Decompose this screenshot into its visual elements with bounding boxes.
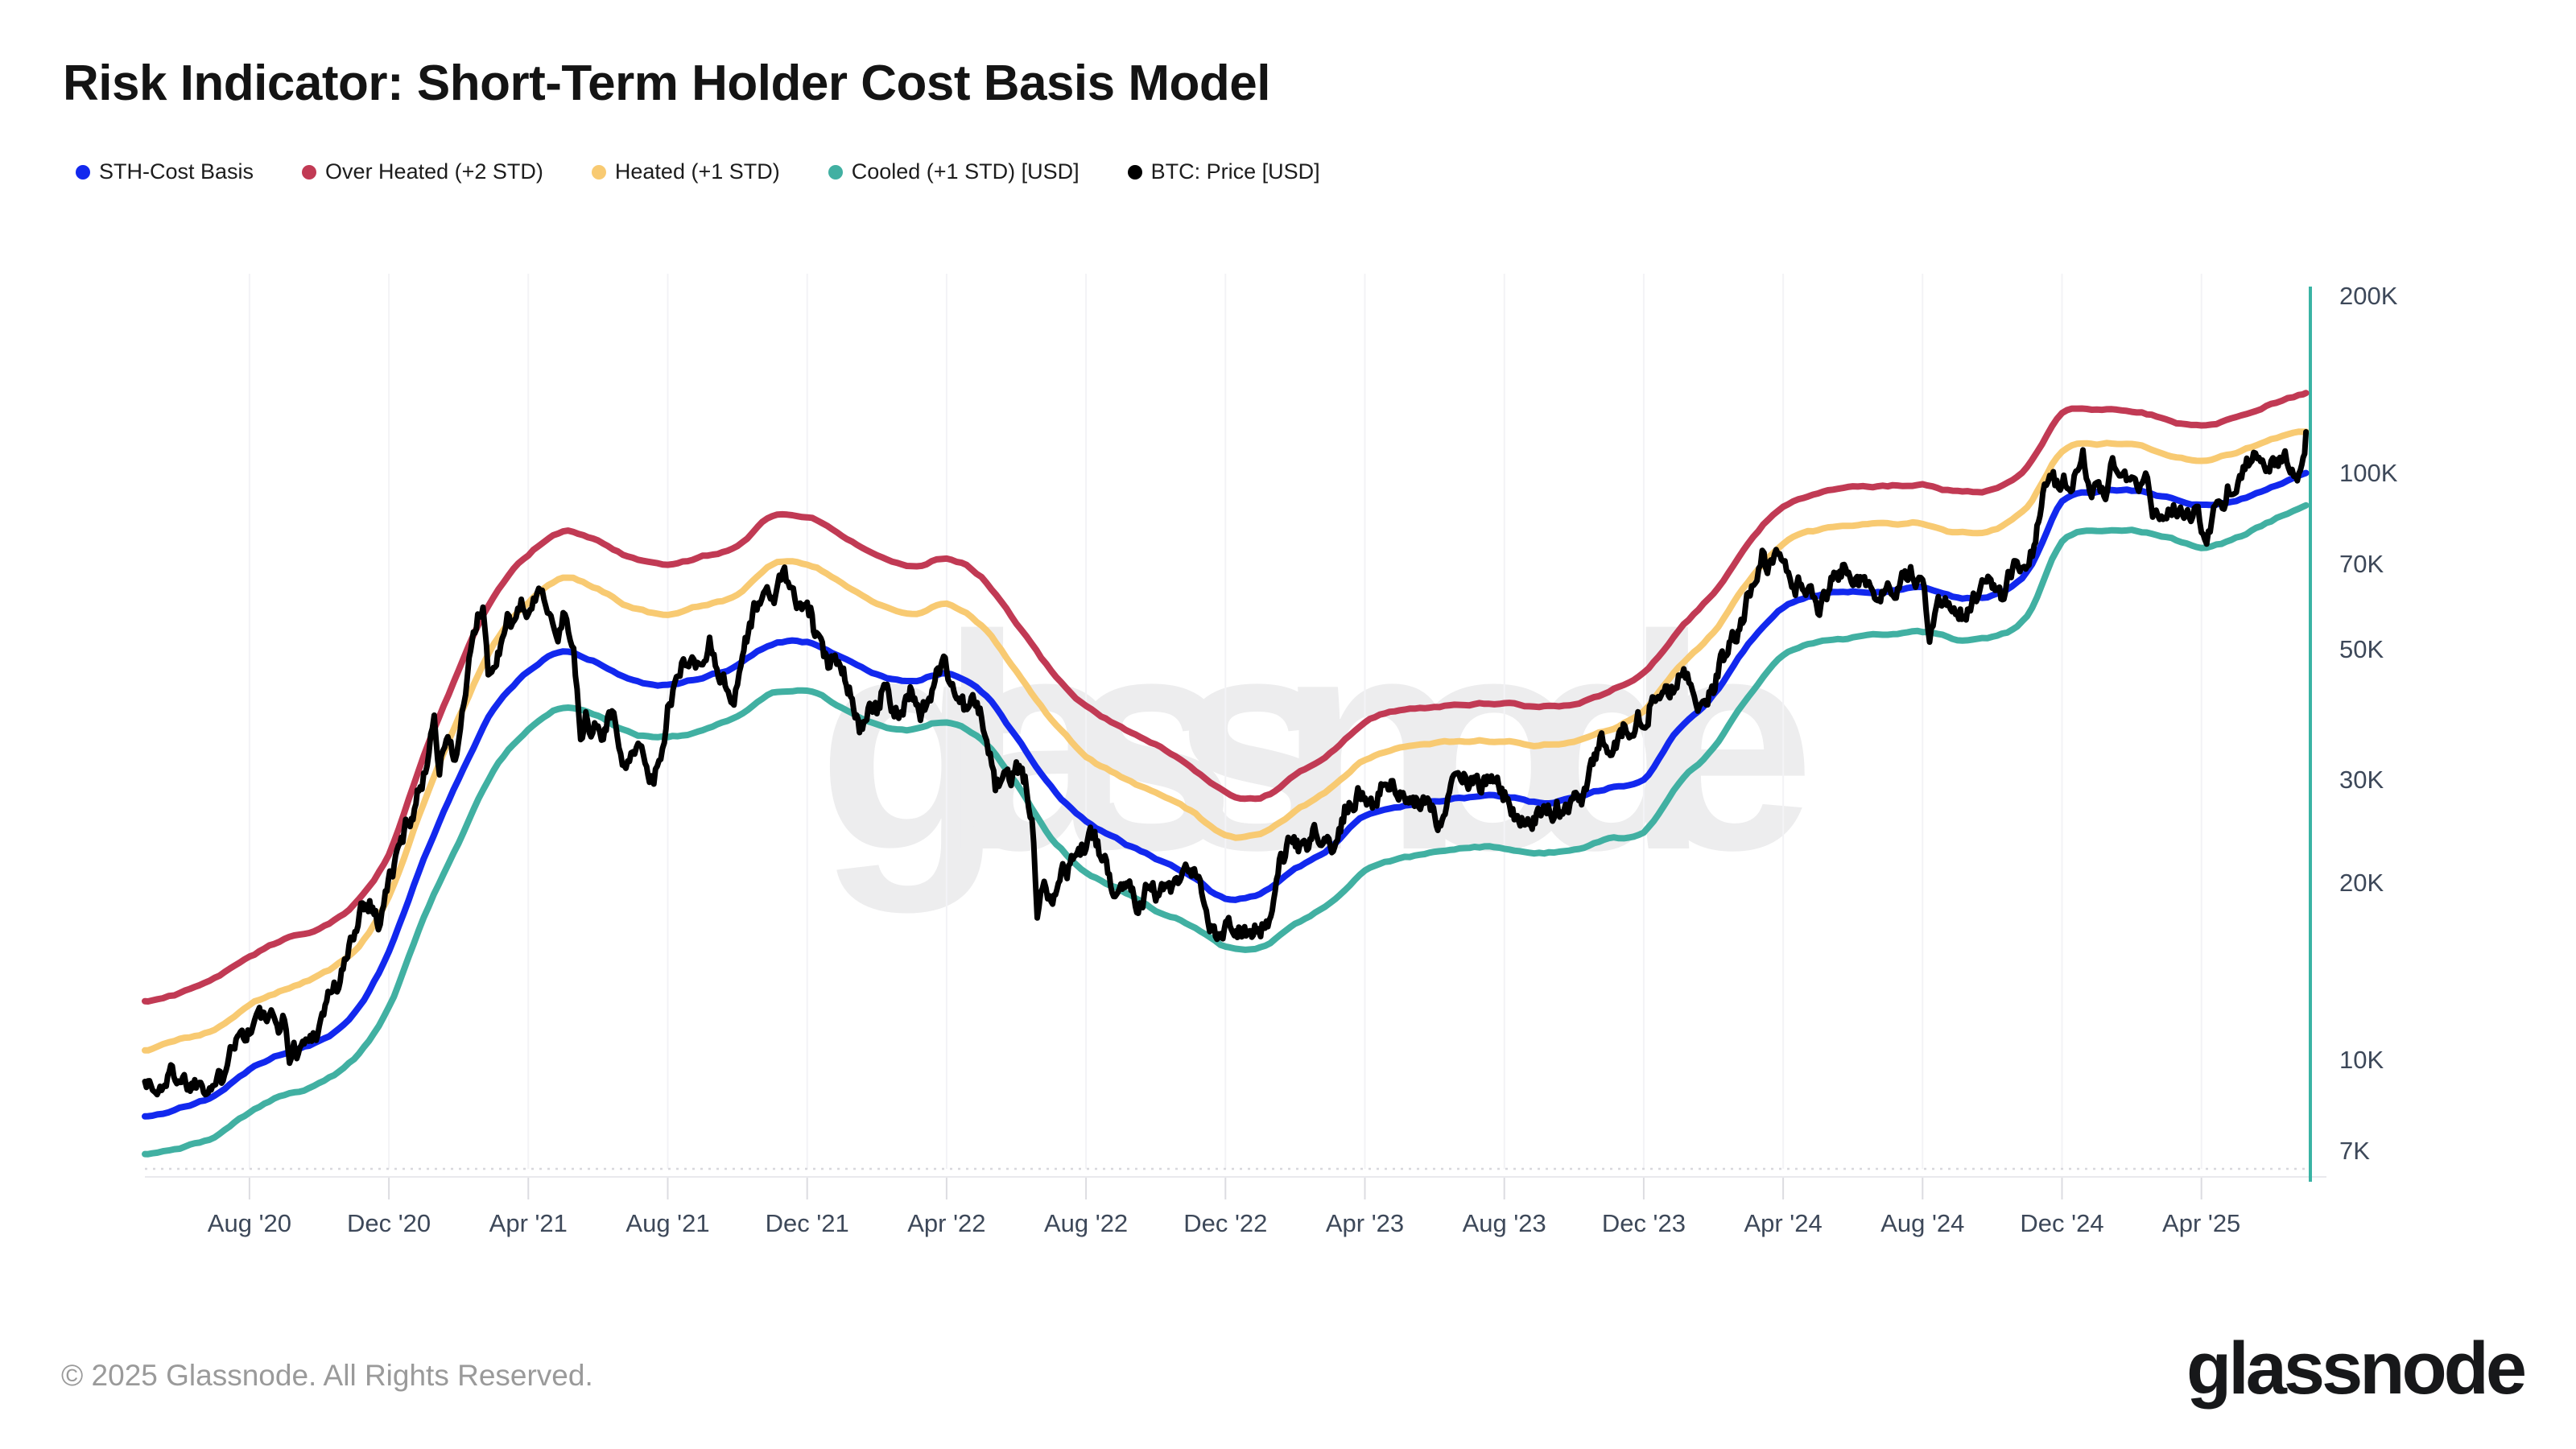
legend-item-label: Over Heated (+2 STD) bbox=[325, 159, 543, 184]
legend-item-label: Heated (+1 STD) bbox=[614, 159, 780, 184]
legend-item-cooled[interactable]: Cooled (+1 STD) [USD] bbox=[828, 159, 1080, 184]
x-tick-label: Dec '23 bbox=[1601, 1209, 1686, 1237]
x-tick-label: Apr '21 bbox=[489, 1209, 568, 1237]
legend-item-over-heated[interactable]: Over Heated (+2 STD) bbox=[302, 159, 543, 184]
x-tick-label: Aug '23 bbox=[1462, 1209, 1546, 1237]
x-tick-label: Dec '24 bbox=[2020, 1209, 2104, 1237]
x-tick-label: Apr '25 bbox=[2162, 1209, 2241, 1237]
y-tick-label: 20K bbox=[2339, 869, 2384, 898]
legend-dot-icon bbox=[1127, 164, 1142, 180]
page-title: Risk Indicator: Short-Term Holder Cost B… bbox=[63, 56, 1270, 111]
y-tick-label: 7K bbox=[2339, 1136, 2370, 1165]
legend-dot-icon bbox=[828, 164, 843, 180]
legend-item-label: Cooled (+1 STD) [USD] bbox=[851, 159, 1080, 184]
series-line-over-heated-2-std bbox=[142, 390, 2310, 1005]
x-tick-label: Aug '21 bbox=[625, 1209, 710, 1237]
y-tick-label: 70K bbox=[2339, 549, 2384, 578]
legend-item-btc-price[interactable]: BTC: Price [USD] bbox=[1127, 159, 1320, 184]
legend-dot-icon bbox=[591, 164, 606, 180]
x-tick-label: Apr '24 bbox=[1744, 1209, 1823, 1237]
glassnode-logo: glassnode bbox=[2186, 1327, 2527, 1410]
x-tick-label: Aug '22 bbox=[1044, 1209, 1129, 1237]
x-tick-label: Apr '22 bbox=[907, 1209, 986, 1237]
x-tick-label: Aug '24 bbox=[1880, 1209, 1965, 1237]
y-tick-label: 200K bbox=[2339, 281, 2398, 310]
legend-item-heated[interactable]: Heated (+1 STD) bbox=[591, 159, 780, 184]
y-tick-label: 50K bbox=[2339, 635, 2384, 664]
y-tick-label: 10K bbox=[2339, 1045, 2384, 1074]
series-line-cooled-1-std-usd bbox=[142, 502, 2310, 1158]
series-line-btc-price-usd bbox=[142, 429, 2310, 1098]
legend-item-label: STH-Cost Basis bbox=[99, 159, 254, 184]
legend-item-label: BTC: Price [USD] bbox=[1150, 159, 1320, 184]
chart-legend: STH-Cost Basis Over Heated (+2 STD) Heated… bbox=[76, 159, 1320, 184]
gridlines bbox=[145, 274, 2326, 1199]
legend-dot-icon bbox=[76, 164, 90, 180]
y-tick-label: 30K bbox=[2339, 765, 2384, 794]
x-tick-label: Dec '22 bbox=[1183, 1209, 1268, 1237]
y-tick-label: 100K bbox=[2339, 458, 2398, 487]
legend-dot-icon bbox=[302, 164, 317, 180]
x-tick-label: Apr '23 bbox=[1325, 1209, 1405, 1237]
x-tick-label: Dec '20 bbox=[347, 1209, 431, 1237]
copyright-text: © 2025 Glassnode. All Rights Reserved. bbox=[61, 1359, 593, 1392]
x-tick-label: Aug '20 bbox=[207, 1209, 291, 1237]
x-tick-label: Dec '21 bbox=[765, 1209, 849, 1237]
legend-item-sth-cost-basis[interactable]: STH-Cost Basis bbox=[76, 159, 254, 184]
series-line-sth-cost-basis bbox=[142, 469, 2310, 1120]
